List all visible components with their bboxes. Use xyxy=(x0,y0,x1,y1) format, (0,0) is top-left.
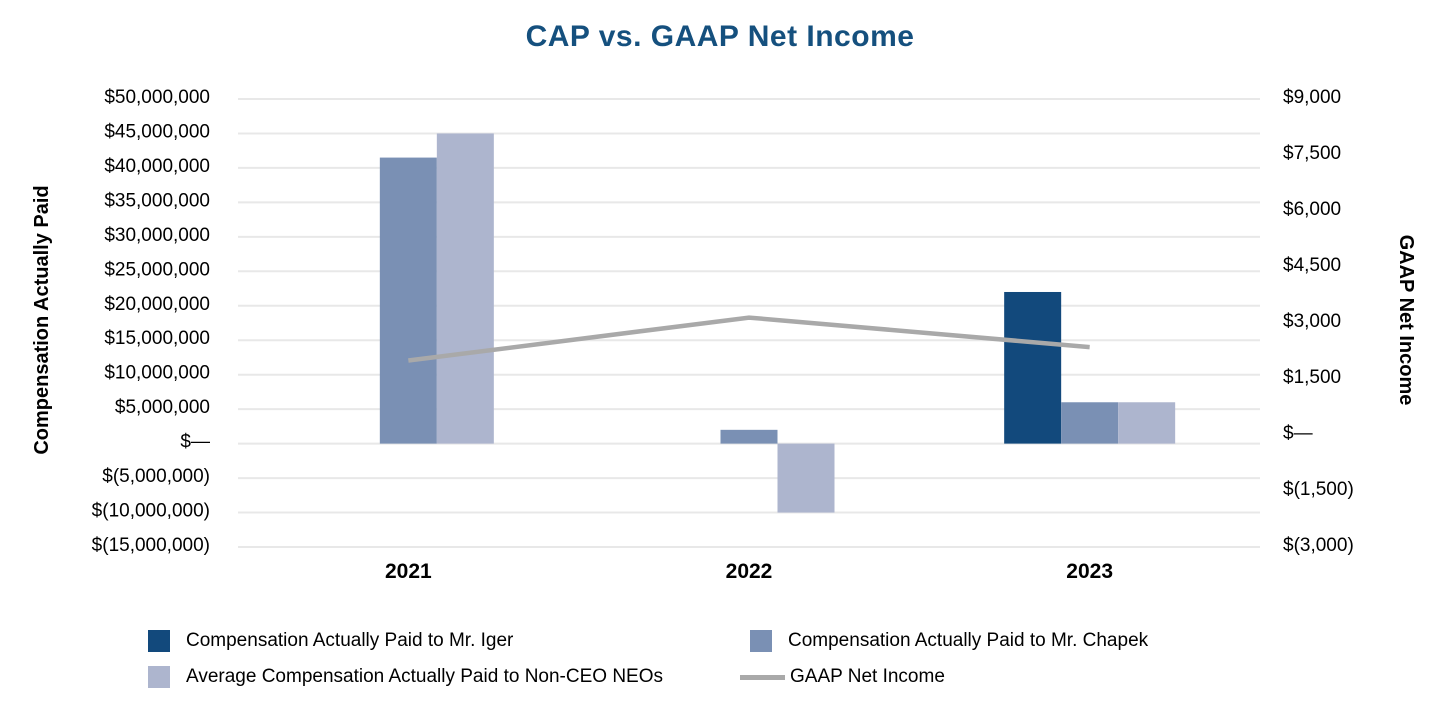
right-tick-label: $3,000 xyxy=(1283,311,1341,332)
legend-label-iger: Compensation Actually Paid to Mr. Iger xyxy=(186,630,514,651)
left-tick-label: $5,000,000 xyxy=(115,397,210,418)
right-tick-label: $(3,000) xyxy=(1283,535,1354,556)
chart-plot-area: $50,000,000 $45,000,000 $40,000,000 $35,000… xyxy=(31,87,1417,583)
left-tick-label: $35,000,000 xyxy=(104,190,210,211)
right-tick-label: $7,500 xyxy=(1283,143,1341,164)
legend-item-chapek: Compensation Actually Paid to Mr. Chapek xyxy=(750,630,1148,652)
legend-label-chapek: Compensation Actually Paid to Mr. Chapek xyxy=(788,630,1149,651)
bar-neos-2022 xyxy=(777,443,835,513)
left-tick-label: $40,000,000 xyxy=(104,156,210,177)
legend-item-non-ceo-neos: Average Compensation Actually Paid to No… xyxy=(148,666,663,688)
bar-iger-2023 xyxy=(1004,291,1062,444)
bar-chapek-2021 xyxy=(379,157,437,444)
x-axis-labels: 2021 2022 2023 xyxy=(385,560,1113,583)
bar-chapek-2023 xyxy=(1061,402,1119,444)
x-axis-label-2023: 2023 xyxy=(1066,560,1113,583)
legend-item-gaap-net-income: GAAP Net Income xyxy=(740,666,945,688)
right-axis-ticks: $9,000 $7,500 $6,000 $4,500 $3,000 $1,500 $— $(… xyxy=(1283,87,1354,556)
left-tick-label: $(10,000,000) xyxy=(92,501,210,522)
left-axis-title: Compensation Actually Paid xyxy=(31,185,53,454)
left-tick-label: $15,000,000 xyxy=(104,328,210,349)
left-tick-label: $— xyxy=(180,432,210,453)
left-tick-label: $(5,000,000) xyxy=(102,466,210,487)
legend-swatch-gaap-line-icon xyxy=(740,674,785,680)
left-tick-label: $30,000,000 xyxy=(104,225,210,246)
left-axis-ticks: $50,000,000 $45,000,000 $40,000,000 $35,000… xyxy=(92,87,210,556)
right-tick-label: $(1,500) xyxy=(1283,479,1354,500)
legend-label-non-ceo-neos: Average Compensation Actually Paid to No… xyxy=(186,666,663,687)
right-tick-label: $6,000 xyxy=(1283,199,1341,220)
x-axis-label-2022: 2022 xyxy=(726,560,773,583)
x-axis-label-2021: 2021 xyxy=(385,560,432,583)
right-axis-title: GAAP Net Income xyxy=(1395,235,1417,406)
legend-swatch-chapek-icon xyxy=(750,630,772,652)
left-tick-label: $45,000,000 xyxy=(104,121,210,142)
left-tick-label: $50,000,000 xyxy=(104,87,210,108)
legend-item-iger: Compensation Actually Paid to Mr. Iger xyxy=(148,630,513,652)
right-tick-label: $1,500 xyxy=(1283,367,1341,388)
bars xyxy=(379,133,1176,513)
right-tick-label: $— xyxy=(1283,423,1313,444)
left-tick-label: $25,000,000 xyxy=(104,259,210,280)
bar-chapek-2022 xyxy=(720,429,778,444)
left-tick-label: $10,000,000 xyxy=(104,363,210,384)
right-tick-label: $4,500 xyxy=(1283,255,1341,276)
legend-swatch-neos-icon xyxy=(148,666,170,688)
legend-swatch-iger-icon xyxy=(148,630,170,652)
left-tick-label: $(15,000,000) xyxy=(92,535,210,556)
gaap-net-income-line xyxy=(408,315,1090,363)
right-tick-label: $9,000 xyxy=(1283,87,1341,108)
bar-neos-2021 xyxy=(436,133,494,444)
legend-label-gaap-net-income: GAAP Net Income xyxy=(790,666,945,687)
chart-title: CAP vs. GAAP Net Income xyxy=(525,20,915,53)
bar-neos-2023 xyxy=(1118,402,1176,444)
left-tick-label: $20,000,000 xyxy=(104,294,210,315)
